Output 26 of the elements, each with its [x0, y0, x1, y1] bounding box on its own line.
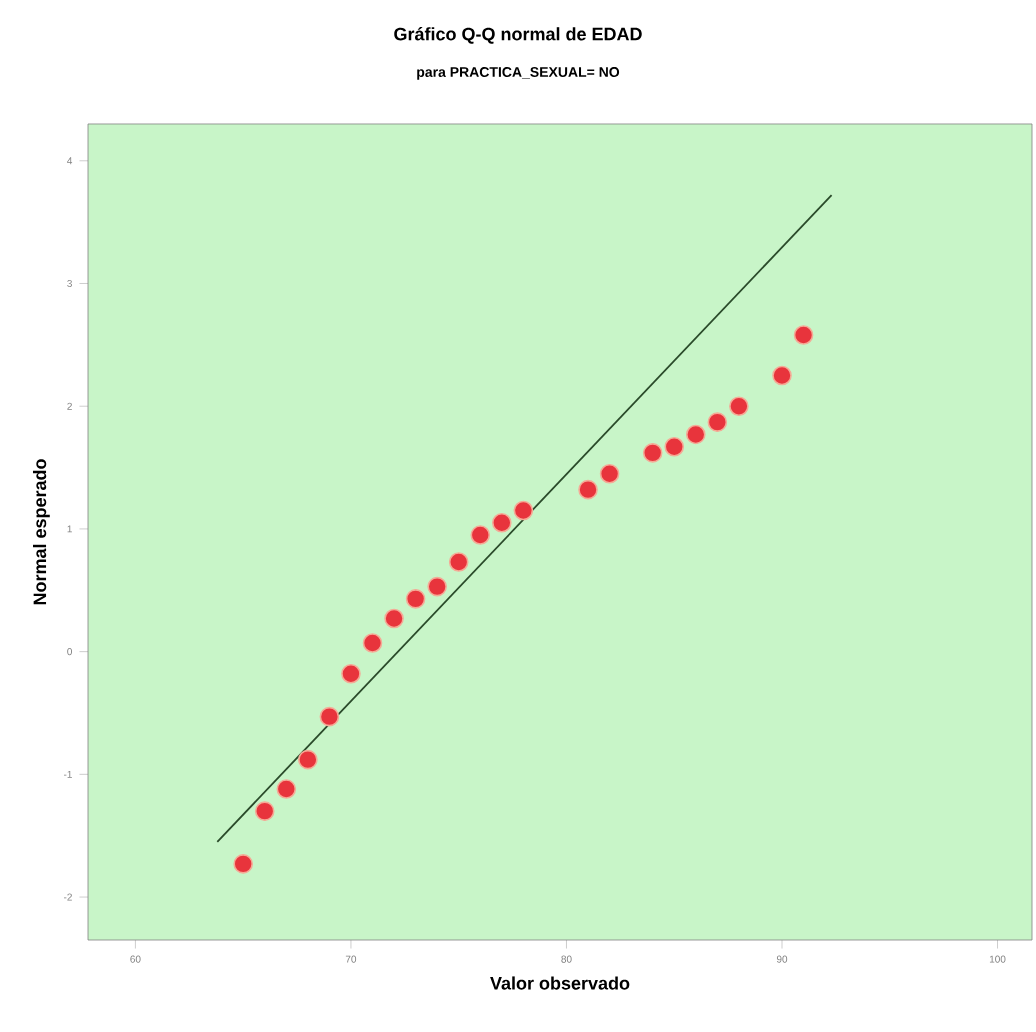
point	[642, 443, 663, 463]
point	[729, 396, 749, 417]
y-axis-title: Normal esperado	[32, 459, 50, 605]
point	[298, 749, 318, 770]
point	[276, 779, 297, 799]
point	[707, 412, 728, 432]
point	[578, 479, 598, 500]
x-axis-title: Valor observado	[490, 976, 630, 990]
point	[685, 424, 706, 445]
chart-title: Gráfico Q-Q normal de EDAD	[394, 27, 642, 44]
point	[405, 589, 426, 609]
point	[254, 801, 275, 821]
point	[772, 365, 792, 386]
point	[470, 525, 491, 545]
point	[362, 633, 383, 653]
point	[513, 500, 534, 521]
point	[664, 436, 685, 457]
point	[384, 608, 404, 629]
point	[319, 706, 340, 727]
point	[427, 576, 447, 597]
point	[448, 552, 469, 572]
point	[492, 512, 512, 533]
point	[793, 325, 814, 345]
point	[233, 854, 253, 874]
point	[599, 463, 620, 484]
point	[341, 663, 361, 684]
